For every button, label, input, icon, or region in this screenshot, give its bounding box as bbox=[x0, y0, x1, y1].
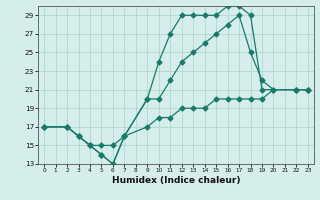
X-axis label: Humidex (Indice chaleur): Humidex (Indice chaleur) bbox=[112, 176, 240, 185]
